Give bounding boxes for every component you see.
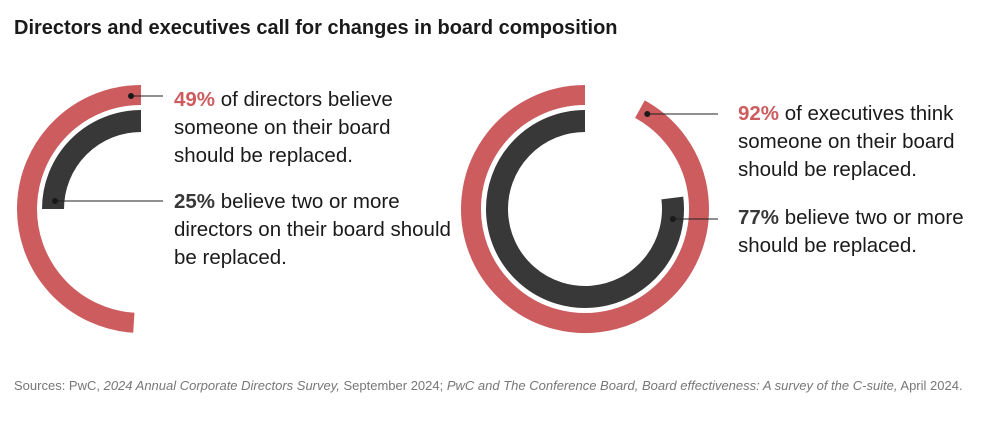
annotation-executives-someone: 92% of executives think someone on their…	[738, 100, 1000, 184]
src-title-1: 2024 Annual Corporate Directors Survey,	[103, 378, 340, 393]
annotation-executives-two: 77% believe two or more should be replac…	[738, 204, 1000, 260]
annotation-text: believe two or more directors on their b…	[174, 190, 451, 269]
src-title-2: PwC and The Conference Board, Board effe…	[446, 378, 898, 393]
src-suffix: April 2024.	[897, 378, 963, 393]
src-mid: September 2024;	[339, 378, 447, 393]
leader-dot	[128, 93, 134, 99]
leader-dot	[644, 111, 651, 117]
radial-bar-1-1	[486, 110, 684, 308]
annotation-directors-two: 25% believe two or more directors on the…	[174, 188, 454, 272]
leader-dot	[52, 198, 58, 204]
leader-dot	[669, 216, 676, 222]
value-label: 25%	[174, 190, 216, 213]
value-label: 77%	[738, 206, 780, 229]
radial-bar-0-1	[42, 110, 142, 210]
annotation-directors-someone: 49% of directors believe someone on thei…	[174, 86, 454, 170]
annotation-text: of executives think someone on their boa…	[738, 102, 955, 181]
value-label: 49%	[174, 88, 216, 111]
radial-bar-0-0	[17, 85, 142, 333]
value-label: 92%	[738, 102, 780, 125]
radial-bar-1-0	[461, 85, 709, 333]
sources-note: Sources: PwC, 2024 Annual Corporate Dire…	[14, 376, 963, 396]
annotation-text: believe two or more should be replaced.	[738, 206, 964, 257]
annotation-text: of directors believe someone on their bo…	[174, 88, 393, 167]
chart-title: Directors and executives call for change…	[14, 17, 618, 39]
src-prefix: Sources: PwC,	[14, 378, 104, 393]
